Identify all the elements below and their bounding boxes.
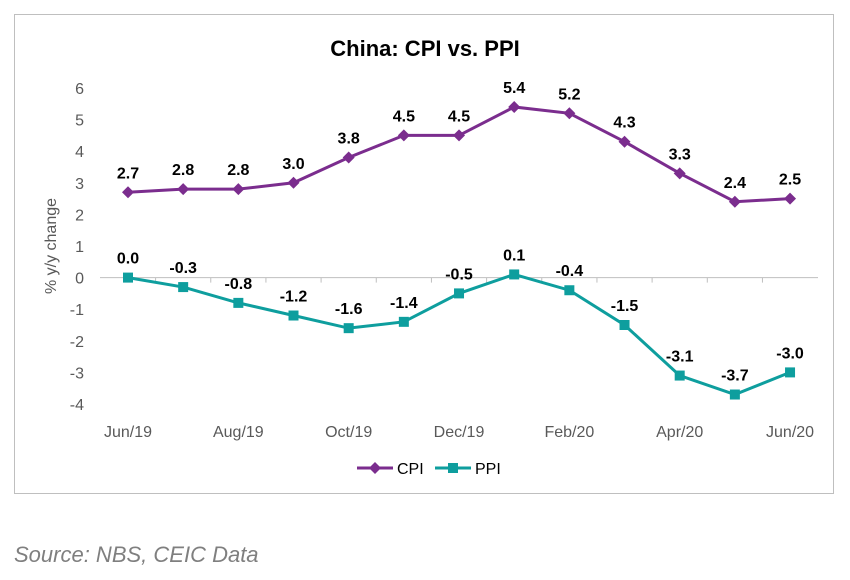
data-label: 4.3 bbox=[613, 115, 635, 132]
data-label: -1.4 bbox=[390, 295, 418, 312]
y-tick-label: 3 bbox=[75, 176, 84, 193]
data-point bbox=[564, 285, 575, 296]
data-point bbox=[288, 310, 299, 321]
data-point bbox=[342, 151, 355, 164]
data-label: -0.3 bbox=[169, 260, 197, 277]
y-tick-label: 6 bbox=[75, 81, 84, 98]
data-point bbox=[785, 367, 796, 378]
data-point bbox=[618, 135, 631, 148]
chart-frame bbox=[14, 14, 834, 494]
x-tick-label: Dec/19 bbox=[434, 424, 485, 441]
data-point bbox=[177, 183, 190, 196]
data-label: 3.8 bbox=[338, 131, 360, 148]
data-label: 2.7 bbox=[117, 165, 139, 182]
y-tick-label: 4 bbox=[75, 144, 84, 161]
data-point bbox=[123, 272, 133, 283]
data-point bbox=[122, 186, 134, 199]
data-label: -3.1 bbox=[666, 349, 694, 366]
data-point bbox=[287, 176, 300, 189]
data-point bbox=[178, 282, 189, 293]
data-label: -1.6 bbox=[335, 301, 363, 318]
data-label: 2.8 bbox=[227, 162, 249, 179]
x-tick-label: Aug/19 bbox=[213, 424, 264, 441]
data-point bbox=[563, 107, 576, 120]
data-point bbox=[343, 323, 354, 334]
data-label: -0.8 bbox=[225, 276, 253, 293]
y-tick-label: 5 bbox=[75, 113, 84, 130]
data-label: -0.5 bbox=[445, 266, 473, 283]
data-label: -3.7 bbox=[721, 368, 749, 385]
data-label: 0.0 bbox=[117, 251, 139, 268]
data-point bbox=[509, 269, 520, 280]
data-point bbox=[619, 320, 630, 330]
data-point bbox=[508, 100, 521, 113]
data-label: -1.5 bbox=[611, 298, 639, 315]
data-point bbox=[453, 129, 466, 142]
data-label: 3.3 bbox=[669, 146, 691, 163]
y-tick-label: 0 bbox=[75, 271, 84, 288]
data-label: 2.8 bbox=[172, 162, 194, 179]
legend-label: CPI bbox=[397, 461, 424, 478]
data-label: -1.2 bbox=[280, 289, 308, 306]
data-point bbox=[728, 195, 741, 208]
data-point bbox=[454, 288, 465, 299]
data-label: -3.0 bbox=[776, 345, 804, 362]
x-tick-label: Apr/20 bbox=[656, 424, 703, 441]
x-tick-label: Jun/19 bbox=[104, 424, 152, 441]
chart-title: China: CPI vs. PPI bbox=[330, 36, 520, 61]
data-point bbox=[674, 370, 685, 381]
data-label: 4.5 bbox=[393, 108, 415, 125]
x-tick-label: Jun/20 bbox=[766, 424, 814, 441]
data-point bbox=[673, 167, 686, 180]
data-point bbox=[233, 297, 244, 308]
legend-marker bbox=[448, 463, 458, 473]
data-label: -0.4 bbox=[556, 263, 584, 280]
data-label: 0.1 bbox=[503, 247, 525, 264]
y-tick-label: -1 bbox=[70, 302, 84, 319]
data-label: 5.2 bbox=[558, 86, 580, 103]
data-point bbox=[398, 316, 409, 327]
data-point bbox=[729, 389, 740, 400]
data-label: 2.4 bbox=[724, 175, 746, 192]
y-tick-label: -2 bbox=[70, 334, 84, 351]
x-tick-label: Oct/19 bbox=[325, 424, 372, 441]
y-tick-label: 1 bbox=[75, 239, 84, 256]
data-point bbox=[397, 129, 410, 142]
data-label: 4.5 bbox=[448, 108, 470, 125]
y-tick-label: -3 bbox=[70, 365, 84, 382]
data-point bbox=[232, 183, 245, 196]
data-label: 5.4 bbox=[503, 80, 525, 97]
y-tick-label: -4 bbox=[70, 397, 84, 414]
data-point bbox=[784, 192, 797, 205]
legend-marker bbox=[369, 462, 381, 474]
x-tick-label: Feb/20 bbox=[544, 424, 594, 441]
data-label: 3.0 bbox=[282, 156, 304, 173]
source-note: Source: NBS, CEIC Data bbox=[14, 542, 259, 567]
data-label: 2.5 bbox=[779, 172, 801, 189]
y-tick-label: 2 bbox=[75, 207, 84, 224]
legend-label: PPI bbox=[475, 461, 501, 478]
y-axis-label: % y/y change bbox=[43, 198, 60, 294]
